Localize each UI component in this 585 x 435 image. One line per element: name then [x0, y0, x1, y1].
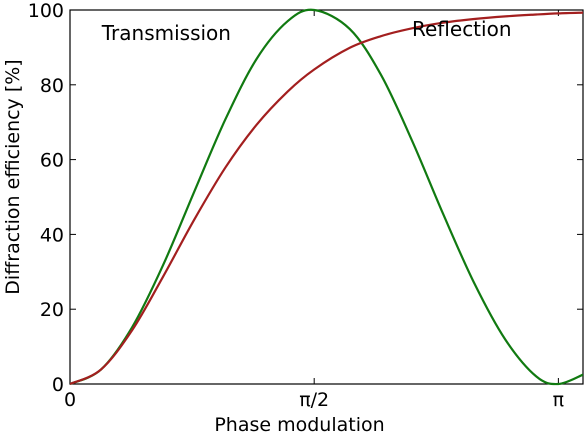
x-tick-label-2: π	[553, 389, 564, 411]
series-line-transmission	[70, 8, 583, 386]
plot-area: 0 20 40 60 80 100 0 π/2 π Transmission Reflection	[28, 0, 584, 411]
annotation-reflection: Reflection	[412, 17, 512, 41]
plot-frame	[69, 9, 584, 385]
y-tick-label-3: 60	[40, 150, 64, 172]
y-tick-label-2: 40	[40, 224, 64, 246]
annotation-transmission: Transmission	[101, 21, 231, 45]
y-tick-label-5: 100	[28, 0, 64, 22]
y-tick-label-1: 20	[40, 299, 64, 321]
y-tick-label-4: 80	[40, 75, 64, 97]
series-line-reflection	[70, 11, 583, 386]
x-axis-title: Phase modulation	[214, 414, 384, 435]
y-axis-title: Diffraction efficiency [%]	[2, 59, 24, 294]
x-tick-label-0: 0	[64, 389, 76, 411]
x-tick-label-1: π/2	[299, 389, 329, 411]
y-tick-label-0: 0	[52, 374, 64, 396]
